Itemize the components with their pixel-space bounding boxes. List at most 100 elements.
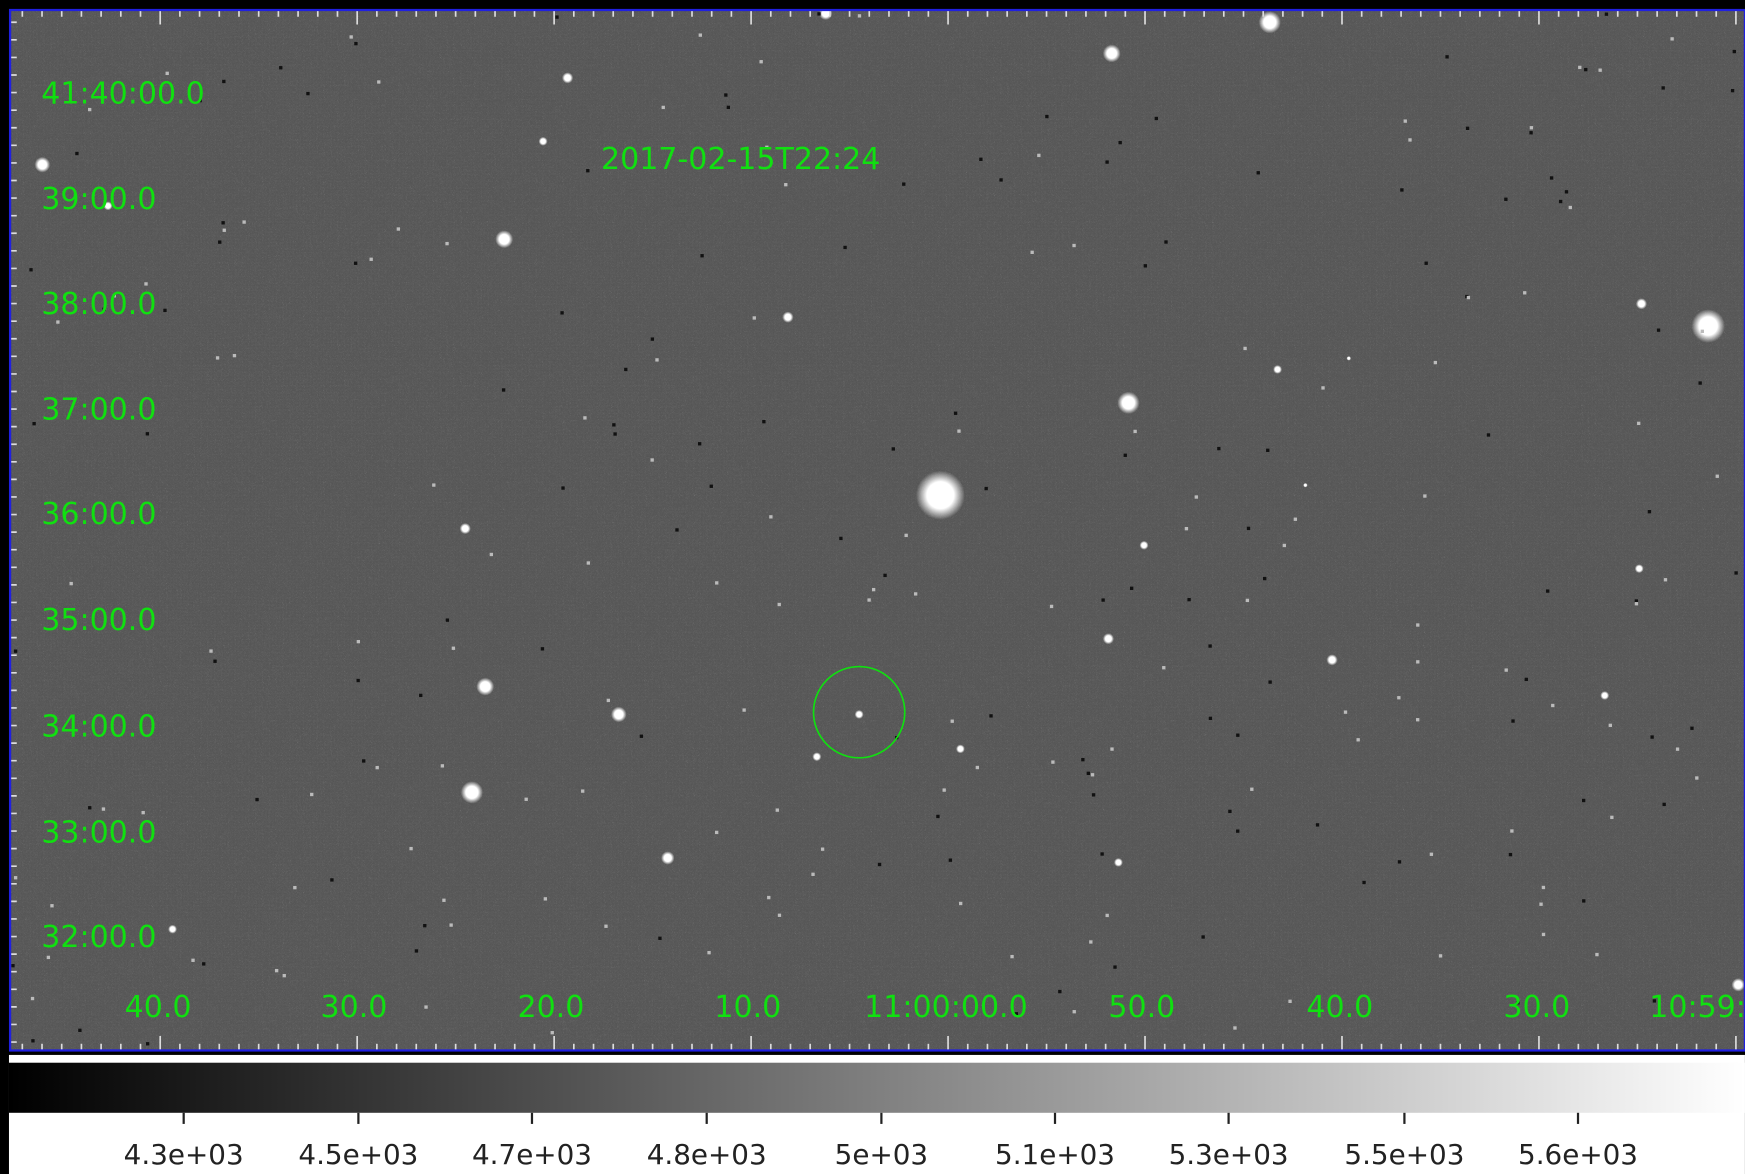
pixel: [784, 183, 788, 187]
star: [955, 744, 965, 754]
pixel: [213, 659, 217, 663]
pixel: [777, 602, 781, 607]
pixel: [707, 951, 711, 955]
pixel: [1315, 823, 1320, 827]
pixel: [777, 913, 782, 917]
pixel: [1690, 726, 1694, 730]
pixel: [612, 423, 616, 427]
pixel: [409, 846, 413, 851]
sky-noise: [10, 10, 1745, 1051]
pixel: [1675, 747, 1680, 751]
pixel: [78, 1028, 82, 1032]
pixel: [697, 442, 702, 446]
pixel: [984, 486, 988, 491]
pixel: [1397, 696, 1401, 700]
star: [1326, 654, 1338, 666]
pixel: [330, 878, 334, 882]
pixel: [1217, 446, 1221, 451]
pixel: [759, 60, 763, 64]
x-label: 30.0: [1503, 990, 1570, 1025]
pixel: [550, 1031, 554, 1035]
pixel: [1245, 598, 1250, 603]
pixel: [1208, 644, 1212, 648]
star: [1102, 44, 1121, 63]
colorbar-label: 5.3e+03: [1169, 1138, 1289, 1171]
pixel: [1072, 243, 1076, 248]
pixel: [561, 486, 565, 490]
pixel: [1634, 602, 1639, 606]
pixel: [979, 157, 983, 161]
pixel: [913, 592, 918, 596]
pixel: [1143, 264, 1147, 268]
star: [562, 72, 574, 84]
star: [1113, 857, 1123, 867]
pixel: [661, 105, 665, 110]
pixel: [650, 337, 655, 341]
pixel: [1400, 188, 1404, 192]
pixel: [414, 949, 419, 953]
x-label: 20.0: [517, 990, 584, 1025]
pixel: [1086, 771, 1090, 776]
pixel: [1549, 176, 1554, 180]
region-circle[interactable]: [812, 665, 906, 759]
colorbar-label: 5.6e+03: [1518, 1138, 1638, 1171]
pixel: [13, 876, 18, 880]
pixel: [1105, 913, 1109, 918]
pixel: [604, 924, 608, 928]
pixel: [555, 15, 559, 19]
pixel: [709, 484, 713, 488]
pixel: [953, 411, 958, 415]
colorbar-label: 4.7e+03: [472, 1138, 592, 1171]
pixel: [1465, 126, 1470, 130]
pixel: [88, 107, 92, 112]
pixel: [1089, 940, 1093, 944]
pixel: [1123, 453, 1127, 457]
y-label: 34:00.0: [41, 710, 156, 745]
pixel: [1652, 999, 1657, 1003]
pixel: [46, 955, 51, 960]
pixel: [1045, 114, 1049, 119]
pixel: [1343, 710, 1348, 714]
image: 2017-02-15T22:24 41:40:00.0 39:00.0 38:00.…: [10, 10, 1745, 1051]
pixel: [1578, 65, 1582, 70]
y-label: 38:00.0: [41, 287, 156, 322]
pixel: [1516, 1001, 1520, 1005]
x-label: 50.0: [1108, 990, 1175, 1025]
pixel: [1268, 680, 1272, 684]
pixel: [282, 973, 286, 978]
pixel: [950, 719, 954, 723]
x-label: 30.0: [320, 990, 387, 1025]
pixel: [698, 33, 702, 37]
pixel: [30, 996, 35, 1001]
pixel: [1058, 989, 1062, 994]
star: [1635, 298, 1648, 310]
pixel: [369, 257, 373, 261]
pixel: [1546, 589, 1550, 593]
colorbar-label: 5.5e+03: [1344, 1138, 1464, 1171]
pixel: [891, 447, 895, 451]
pixel: [871, 587, 876, 592]
pixel: [1730, 88, 1735, 93]
pixel: [843, 245, 847, 250]
pixel: [1246, 526, 1251, 531]
y-label: 39:00.0: [41, 182, 156, 217]
pixel: [1504, 668, 1508, 672]
pixel: [1090, 773, 1095, 777]
star: [1273, 364, 1283, 374]
colorbar-label: 4.3e+03: [124, 1138, 244, 1171]
pixel: [445, 618, 450, 622]
pixel: [1650, 735, 1654, 739]
pixel: [440, 764, 445, 768]
star: [1303, 482, 1308, 488]
pixel: [1433, 360, 1438, 365]
pixel: [202, 962, 206, 966]
pixel: [165, 71, 169, 76]
pixel: [1732, 49, 1736, 54]
pixel: [1595, 952, 1599, 957]
pixel: [817, 12, 821, 16]
pixel: [356, 678, 360, 683]
x-label: 40.0: [1306, 990, 1373, 1025]
pixel: [191, 958, 195, 962]
pixel: [1610, 815, 1614, 820]
pixel: [141, 810, 145, 815]
